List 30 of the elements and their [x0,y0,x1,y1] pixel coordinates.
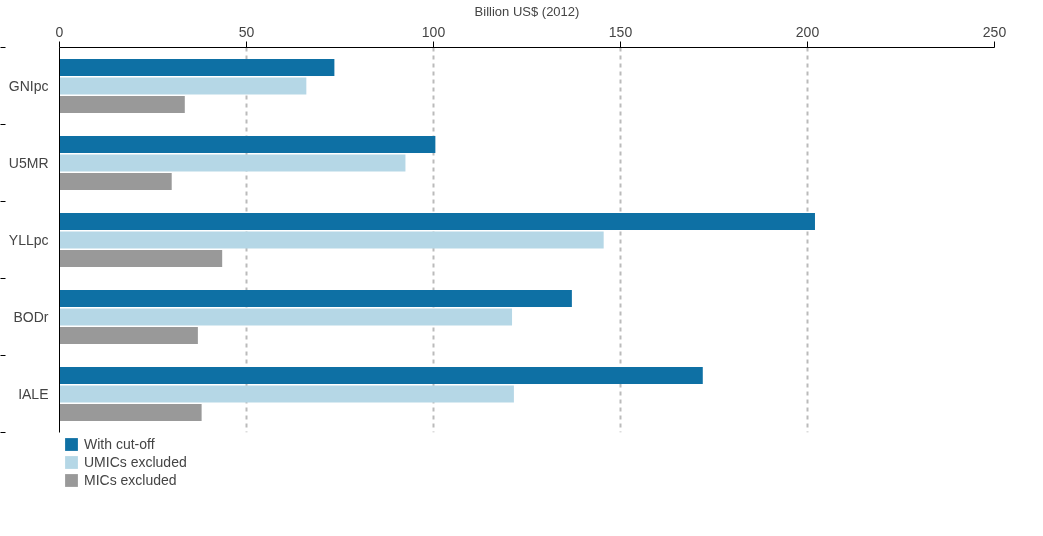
x-axis-title: Billion US$ (2012) [474,3,580,19]
bar [59,367,703,385]
legend-label: MICs excluded [84,472,177,488]
x-tick-label: 250 [982,23,1007,40]
bar [59,172,172,190]
bar [59,154,406,172]
bar [59,213,815,231]
x-tick-label: 100 [421,23,446,40]
x-tick-label: 50 [238,23,255,40]
bar [59,231,604,249]
y-tick-label: IALE [18,386,49,402]
bar [59,95,185,113]
x-tick-label: 0 [55,23,64,40]
legend-label: UMICs excluded [84,454,187,470]
bar [59,249,223,267]
legend-label: With cut-off [84,436,155,452]
x-tick-label: 200 [795,23,820,40]
y-tick-label: BODr [13,309,49,325]
bar [59,385,514,403]
y-tick-label: U5MR [8,155,49,171]
bar [59,308,513,326]
x-tick-label: 150 [608,23,633,40]
bar [59,59,335,77]
bar [59,136,436,154]
bar [59,77,307,95]
bar [59,290,572,308]
bar [59,403,202,421]
bar [59,326,198,344]
y-tick-label: GNIpc [8,78,49,94]
y-tick-label: YLLpc [8,232,49,248]
